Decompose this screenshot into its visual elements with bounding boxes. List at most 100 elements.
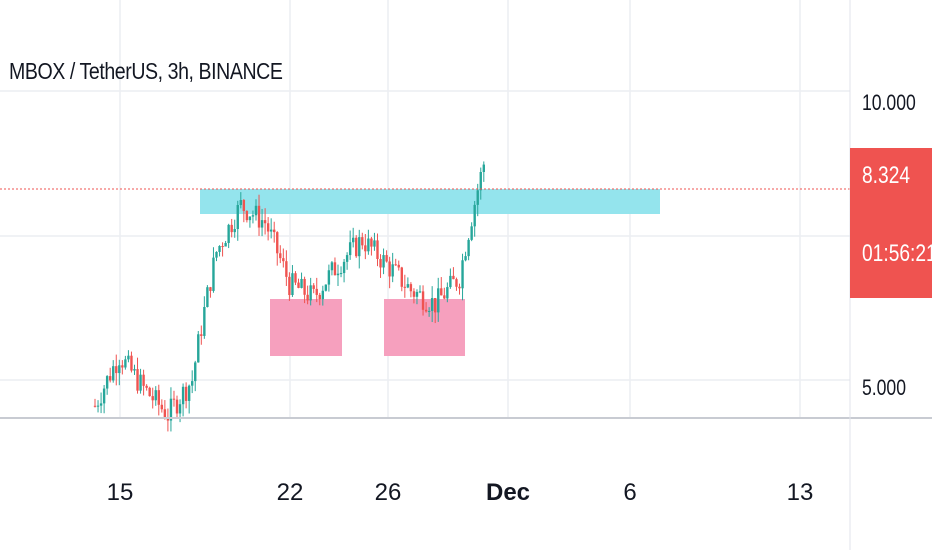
candle-body <box>227 224 230 243</box>
candles <box>93 161 485 432</box>
candle-body <box>440 288 443 296</box>
candle-body <box>282 258 285 262</box>
candle-body <box>178 404 182 414</box>
candle-body <box>108 376 112 381</box>
candle-body <box>93 405 97 407</box>
candle-body <box>221 246 224 248</box>
time-tick-22: 22 <box>277 479 304 506</box>
time-tick-dec: Dec <box>486 479 530 506</box>
candle-body <box>248 216 252 221</box>
candle-body <box>449 275 452 288</box>
candle-body <box>339 273 343 275</box>
candle-body <box>194 362 197 382</box>
candle-body <box>464 256 467 261</box>
candle-body <box>373 240 376 247</box>
candle-body <box>218 246 221 252</box>
candle-body <box>245 211 249 221</box>
price-tick-10: 10.000 <box>862 91 916 115</box>
candle-body <box>367 238 370 252</box>
candle-body <box>112 366 115 381</box>
candle-body <box>169 398 173 421</box>
bar-countdown: 01:56:21 <box>862 240 932 267</box>
candle-body <box>160 404 164 410</box>
candle-body <box>443 295 446 299</box>
candle-body <box>376 240 379 260</box>
candle-body <box>306 294 309 301</box>
candle-body <box>200 334 203 336</box>
candle-body <box>382 255 385 268</box>
candle-body <box>130 355 133 371</box>
candle-body <box>330 262 334 271</box>
demand-zone-2 <box>384 299 465 356</box>
candle-body <box>385 255 388 262</box>
candle-body <box>315 288 318 295</box>
candle-body <box>99 403 103 406</box>
supply-zone <box>200 189 660 214</box>
candle-body <box>209 287 212 291</box>
candle-body <box>224 242 227 247</box>
candle-body <box>379 259 382 268</box>
candle-body <box>467 239 470 257</box>
candle-body <box>191 381 194 386</box>
candle-body <box>279 253 282 259</box>
candle-body <box>96 405 100 407</box>
candle-body <box>370 238 373 247</box>
candle-body <box>266 223 270 232</box>
time-tick-26: 26 <box>375 479 402 506</box>
candle-body <box>348 242 352 256</box>
candle-body <box>166 418 170 421</box>
candle-body <box>124 359 127 368</box>
candle-body <box>187 385 191 401</box>
candle-body <box>254 205 258 216</box>
candle-body <box>154 390 157 401</box>
candle-body <box>406 284 410 288</box>
candle-body <box>476 190 479 205</box>
candle-body <box>345 255 349 262</box>
candle-body <box>157 390 160 405</box>
candle-body <box>273 229 276 233</box>
candle-body <box>105 376 109 389</box>
candle-body <box>212 257 215 291</box>
candle-body <box>127 355 130 360</box>
last-price-tag: 8.324 01:56:21 <box>850 148 932 298</box>
candle-body <box>242 200 246 212</box>
candle-body <box>391 264 394 277</box>
candle-body <box>300 278 303 288</box>
candle-body <box>294 273 297 283</box>
candle-body <box>184 386 188 401</box>
candle-body <box>342 261 346 274</box>
candle-body <box>409 284 413 292</box>
candle-body <box>312 285 315 289</box>
candle-body <box>251 215 255 217</box>
candle-body <box>446 287 449 299</box>
candle-body <box>470 226 473 240</box>
candle-body <box>175 399 179 414</box>
price-tick-5: 5.000 <box>862 376 906 400</box>
candle-body <box>142 374 145 386</box>
candle-body <box>263 220 267 224</box>
symbol-title: MBOX / TetherUS, 3h, BINANCE <box>9 58 283 84</box>
candle-body <box>430 298 434 311</box>
candle-body <box>427 310 431 312</box>
candle-body <box>309 285 312 301</box>
candle-body <box>133 369 136 371</box>
candle-body <box>297 282 300 288</box>
candle-body <box>181 386 185 405</box>
candle-body <box>400 267 403 287</box>
candle-body <box>482 164 485 173</box>
candle-body <box>333 262 337 276</box>
time-tick-15: 15 <box>107 479 134 506</box>
candle-body <box>163 409 167 419</box>
candle-body <box>121 365 124 368</box>
candle-body <box>318 294 321 300</box>
candle-body <box>215 251 218 258</box>
candle-body <box>303 278 306 295</box>
candle-body <box>285 261 288 277</box>
candle-body <box>434 298 437 313</box>
candle-body <box>236 205 239 230</box>
candle-body <box>421 291 425 310</box>
candle-body <box>424 309 428 312</box>
candle-body <box>206 287 209 307</box>
candle-body <box>291 273 294 296</box>
